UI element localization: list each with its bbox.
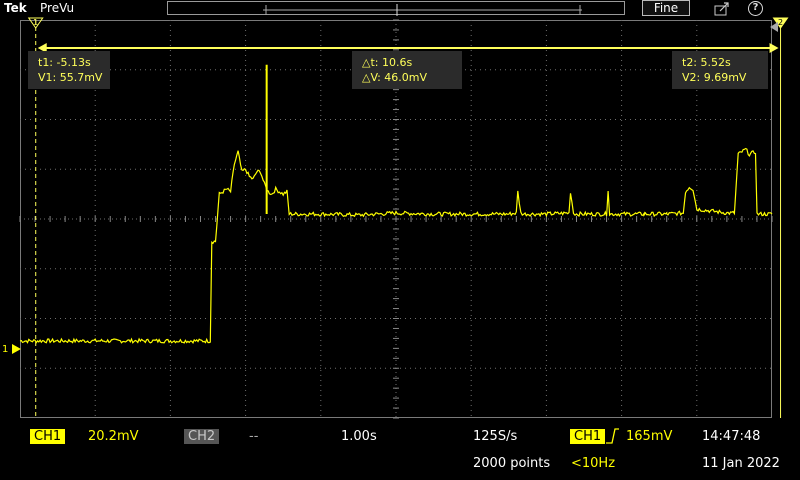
trigger-level-marker-icon — [770, 22, 778, 32]
delta-v-value: △V: 46.0mV — [362, 71, 428, 84]
delta-arrow-right-icon — [769, 43, 779, 53]
ch1-ground-marker[interactable]: 1 — [2, 344, 22, 355]
overview-window — [263, 4, 582, 16]
clock-date: 11 Jan 2022 — [702, 456, 780, 471]
fine-button[interactable]: Fine — [642, 0, 690, 16]
delta-arrow-left-icon — [37, 43, 47, 53]
status-bar: CH1 20.2mV CH2 -- 1.00s 125S/s 2000 poin… — [0, 422, 800, 480]
timebase[interactable]: 1.00s — [341, 429, 377, 444]
record-length: 2000 points — [473, 456, 551, 471]
brand-logo: Tek — [4, 1, 27, 15]
ch1-trace — [19, 147, 773, 344]
t1-value: t1: -5.13s — [38, 56, 91, 69]
ch1-marker-number: 1 — [2, 344, 9, 355]
t2-value: t2: 5.52s — [682, 56, 731, 69]
trigger-frequency: <10Hz — [571, 456, 616, 471]
sample-rate: 125S/s — [473, 429, 518, 444]
help-icon[interactable]: ? — [748, 1, 763, 16]
cursor1-handle — [27, 17, 44, 29]
cursor1-handle-label: 1 — [33, 18, 38, 27]
cursor2-readout: t2: 5.52s V2: 9.69mV — [672, 51, 768, 89]
cursor1-readout: t1: -5.13s V1: 55.7mV — [28, 51, 110, 89]
acquisition-mode: PreVu — [40, 1, 75, 15]
rising-edge-icon — [606, 428, 619, 444]
v1-value: V1: 55.7mV — [38, 71, 103, 84]
ch1-scale[interactable]: 20.2mV — [88, 429, 139, 444]
top-bar: Tek PreVu Fine ? — [0, 0, 800, 18]
ch2-button[interactable]: CH2 — [184, 429, 220, 444]
record-overview[interactable] — [167, 1, 625, 16]
v2-value: V2: 9.69mV — [682, 71, 747, 84]
delta-t-value: △t: 10.6s — [362, 56, 413, 69]
ch1-marker-arrow-icon — [11, 344, 21, 354]
trigger-level[interactable]: 165mV — [626, 429, 673, 444]
clock-time: 14:47:48 — [702, 429, 761, 444]
delta-readout: △t: 10.6s △V: 46.0mV — [352, 51, 462, 89]
graticule-grid — [19, 19, 773, 419]
ch2-scale: -- — [249, 429, 259, 444]
trigger-source[interactable]: CH1 — [570, 429, 606, 444]
cursor2-handle-label: 2 — [778, 18, 783, 27]
export-icon[interactable] — [714, 1, 730, 16]
ch1-button[interactable]: CH1 — [30, 429, 66, 444]
